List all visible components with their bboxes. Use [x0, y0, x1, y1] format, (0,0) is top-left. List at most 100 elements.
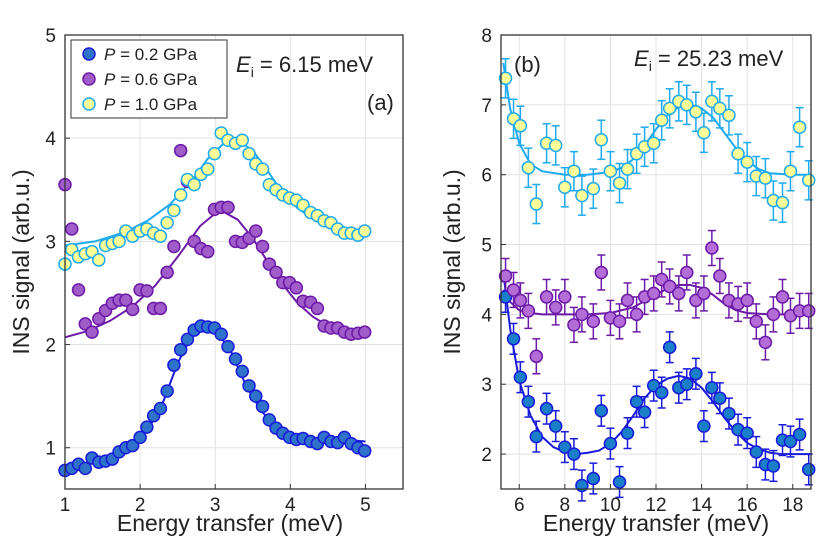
panel-b-point-series-1 — [498, 269, 513, 283]
panel-a-point-series-1 — [125, 302, 140, 317]
panel-b-point-series-0 — [713, 391, 727, 405]
panel-a-point-series-1 — [167, 239, 181, 254]
panel-a-point-series-2 — [153, 229, 168, 243]
panel-b-point-series-1 — [629, 307, 644, 322]
panel-b-point-series-2 — [558, 180, 572, 195]
legend-label-0: P = 0.2 GPa — [104, 45, 198, 64]
panel-b-point-series-2 — [575, 188, 589, 203]
panel-b-point-series-0 — [629, 394, 644, 409]
panel-a-point-series-1 — [310, 301, 325, 316]
panel-a-x-tick-label: 2 — [135, 495, 146, 516]
panel-b-point-series-2 — [521, 160, 536, 175]
panel-b-ei-value: = 25.23 meV — [652, 46, 784, 71]
panel-b-point-series-0 — [529, 429, 544, 444]
panel-b-point-series-0 — [567, 447, 581, 461]
panel-b-point-series-2 — [620, 162, 635, 176]
panel-b-point-series-2 — [758, 171, 773, 185]
legend-label-2: P = 1.0 GPa — [104, 95, 198, 114]
legend: P = 0.2 GPa P = 0.6 GPa P = 1.0 GPa — [70, 39, 228, 119]
panel-b-x-axis-label: Energy transfer (meV) — [543, 510, 769, 536]
panel-a-point-series-1 — [289, 281, 304, 295]
legend-text-2: = 1.0 GPa — [115, 95, 197, 114]
panel-b-grid — [501, 34, 811, 489]
panel-a-point-series-2 — [242, 146, 256, 161]
panel-a-label: (a) — [367, 90, 394, 115]
panel-b-point-series-2 — [529, 197, 544, 211]
legend-marker-1 — [82, 72, 96, 86]
panel-a-x-axis-label: Energy transfer (meV) — [117, 510, 343, 536]
panel-b-y-tick-label: 6 — [481, 166, 492, 187]
panel-a-point-series-1 — [153, 301, 168, 316]
panel-a-y-tick-label: 5 — [45, 26, 56, 47]
panel-a-point-series-1 — [357, 325, 372, 339]
panel-a-point-series-1 — [249, 224, 263, 238]
panel-b-point-series-1 — [548, 300, 563, 315]
panel-b-point-series-1 — [594, 265, 609, 280]
panel-a-point-series-0 — [180, 332, 195, 347]
panel-b-point-series-1 — [521, 304, 536, 318]
panel-a-point-series-2 — [173, 188, 188, 202]
panel-b-x-tick-label: 16 — [737, 495, 758, 516]
panel-a-point-series-2 — [357, 224, 372, 238]
panel-b-point-series-2 — [646, 136, 661, 151]
panel-a: 1 2 3 4 5 1 2 3 4 5 Energy transfer (meV) INS si… — [8, 26, 404, 536]
panel-b-y-tick-label: 5 — [481, 236, 492, 257]
panel-b-point-series-0 — [740, 426, 754, 440]
panel-b-point-series-1 — [612, 314, 627, 329]
panel-a-point-series-2 — [167, 203, 181, 218]
panel-a-point-series-1 — [173, 143, 188, 158]
panel-a-point-series-0 — [153, 401, 168, 416]
panel-a-point-series-2 — [200, 162, 215, 176]
panel-a-y-tick-labels: 1 2 3 4 5 — [45, 26, 56, 460]
panel-b-point-series-1 — [567, 318, 581, 332]
panel-a-point-series-0 — [221, 339, 235, 354]
panel-b-ei-subscript: i — [649, 58, 652, 74]
panel-b-point-series-2 — [731, 146, 745, 161]
panel-a-y-tick-label: 3 — [45, 232, 56, 253]
panel-b-point-series-0 — [689, 367, 703, 381]
panel-b-point-series-2 — [775, 195, 790, 210]
panel-a-y-tick-label: 4 — [45, 129, 56, 150]
panel-a-x-tick-label: 4 — [285, 495, 296, 516]
panel-a-point-series-2 — [255, 162, 270, 176]
panel-a-point-series-1 — [119, 293, 133, 307]
panel-b-point-series-1 — [749, 314, 764, 329]
panel-b-point-series-2 — [662, 101, 677, 116]
panel-a-ticks — [64, 34, 366, 489]
panel-b-point-series-2 — [603, 164, 618, 178]
panel-b-point-series-1 — [575, 307, 589, 322]
panel-b-point-series-1 — [662, 279, 677, 294]
legend-prefix-0: P — [104, 45, 116, 64]
panel-a-y-tick-label: 2 — [45, 336, 56, 357]
panel-b-y-tick-label: 2 — [481, 445, 492, 466]
panel-b-point-series-0 — [539, 401, 554, 416]
panel-b-point-series-0 — [783, 434, 798, 449]
panel-b-point-series-1 — [713, 269, 727, 283]
panel-a-point-series-0 — [242, 379, 256, 393]
panel-b-point-series-0 — [705, 380, 719, 395]
panel-b-x-tick-label: 6 — [514, 495, 525, 516]
panel-b-point-series-0 — [575, 478, 589, 493]
panel-a-point-series-0 — [249, 389, 263, 403]
panel-b-point-series-0 — [521, 394, 536, 409]
panel-b-point-series-2 — [654, 113, 669, 127]
panel-a-point-series-0 — [357, 444, 372, 458]
panel-a-point-series-1 — [85, 325, 99, 339]
panel-b-fit-line-0 — [502, 272, 811, 456]
panel-b-point-series-1 — [775, 290, 790, 304]
panel-b-point-series-1 — [680, 265, 694, 280]
panel-a-point-series-0 — [125, 438, 140, 453]
panel-b: 6 8 10 12 14 16 18 2 3 4 5 6 7 8 Energy transfer (me… — [439, 26, 816, 536]
panel-b-y-tick-label: 4 — [481, 305, 492, 326]
legend-text-1: = 0.6 GPa — [115, 70, 197, 89]
panel-b-point-series-2 — [612, 176, 627, 190]
legend-marker-0 — [82, 47, 96, 61]
panel-a-point-series-2 — [187, 177, 201, 192]
legend-label-1: P = 0.6 GPa — [104, 70, 198, 89]
panel-a-point-series-1 — [221, 200, 235, 215]
panel-b-point-series-1 — [506, 283, 521, 297]
panel-a-ei-subscript: i — [251, 64, 254, 80]
panel-b-x-tick-label: 8 — [560, 495, 571, 516]
panel-a-ei-symbol: E — [236, 52, 251, 77]
legend-entry-1: P = 0.6 GPa — [82, 70, 198, 89]
